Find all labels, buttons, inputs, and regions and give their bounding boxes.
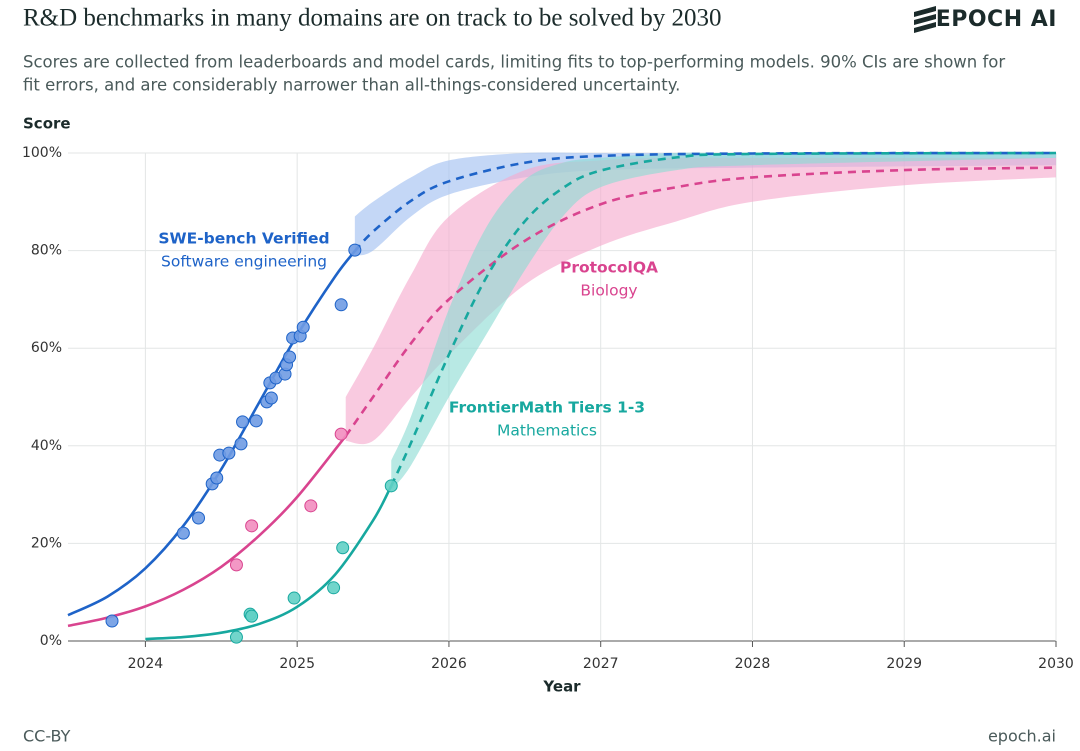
data-point: [283, 350, 297, 364]
data-point: [336, 541, 350, 555]
footer-source: epoch.ai: [988, 727, 1056, 746]
y-tick-label: 40%: [31, 438, 62, 454]
fit-line: [67, 435, 347, 628]
x-tick-label: 2025: [279, 656, 315, 672]
bands: [345, 152, 1056, 490]
data-point: [236, 415, 250, 429]
data-point: [229, 630, 243, 644]
projection-line: [390, 151, 1057, 487]
data-point: [264, 391, 278, 405]
fit-line: [67, 250, 356, 617]
series-label: Software engineering: [161, 253, 327, 271]
data-point: [327, 581, 341, 595]
y-tick-label: 0%: [40, 633, 62, 649]
data-point: [384, 479, 398, 493]
data-point: [176, 526, 190, 540]
series-name: FrontierMath Tiers 1-3: [449, 399, 645, 417]
data-point: [234, 437, 248, 451]
x-tick-label: 2026: [431, 656, 467, 672]
x-tick-label: 2027: [583, 656, 619, 672]
data-point: [304, 499, 318, 513]
data-point: [222, 446, 236, 460]
y-axis-title: Score: [23, 115, 71, 133]
x-tick-label: 2024: [128, 656, 164, 672]
lines: [67, 151, 1057, 641]
fit-line: [145, 485, 393, 641]
logo-text: EPOCH AI: [936, 7, 1057, 32]
x-tick-label: 2029: [886, 656, 922, 672]
series-label: Biology: [580, 282, 637, 300]
y-tick-label: 20%: [31, 535, 62, 551]
grid: 0% 20% 40% 60% 80% 100% 2024 2025 2026 2027 2028 20…: [22, 145, 1074, 672]
x-tick-label: 2030: [1038, 656, 1074, 672]
data-point: [105, 614, 119, 628]
y-tick-label: 100%: [22, 145, 62, 161]
x-axis-title: Year: [542, 678, 581, 696]
data-point: [192, 511, 206, 525]
data-point: [334, 298, 348, 312]
points: [105, 243, 398, 644]
logo: EPOCH AI: [914, 6, 1057, 33]
projection-line: [344, 166, 1057, 437]
logo-icon: [914, 6, 936, 33]
data-point: [287, 591, 301, 605]
y-tick-label: 60%: [31, 340, 62, 356]
x-tick-label: 2028: [735, 656, 771, 672]
data-point: [249, 414, 263, 428]
data-point: [348, 243, 362, 257]
series-name: SWE-bench Verified: [158, 230, 329, 248]
data-point: [334, 427, 348, 441]
labels: SWE-bench Verified Software engineering Pr…: [158, 230, 658, 440]
footer-license: CC-BY: [23, 727, 71, 746]
data-point: [229, 558, 243, 572]
series-name: ProtocolQA: [560, 259, 658, 277]
y-tick-label: 80%: [31, 243, 62, 259]
data-point: [210, 471, 224, 485]
chart-title: R&D benchmarks in many domains are on tr…: [23, 5, 721, 32]
data-point: [245, 519, 259, 533]
data-point: [245, 609, 259, 623]
subtitle: fit errors, and are considerably narrowe…: [23, 76, 680, 95]
projection-line: [353, 151, 1057, 252]
data-point: [296, 320, 310, 334]
series-label: Mathematics: [497, 422, 597, 440]
subtitle: Scores are collected from leaderboards a…: [23, 53, 1005, 72]
